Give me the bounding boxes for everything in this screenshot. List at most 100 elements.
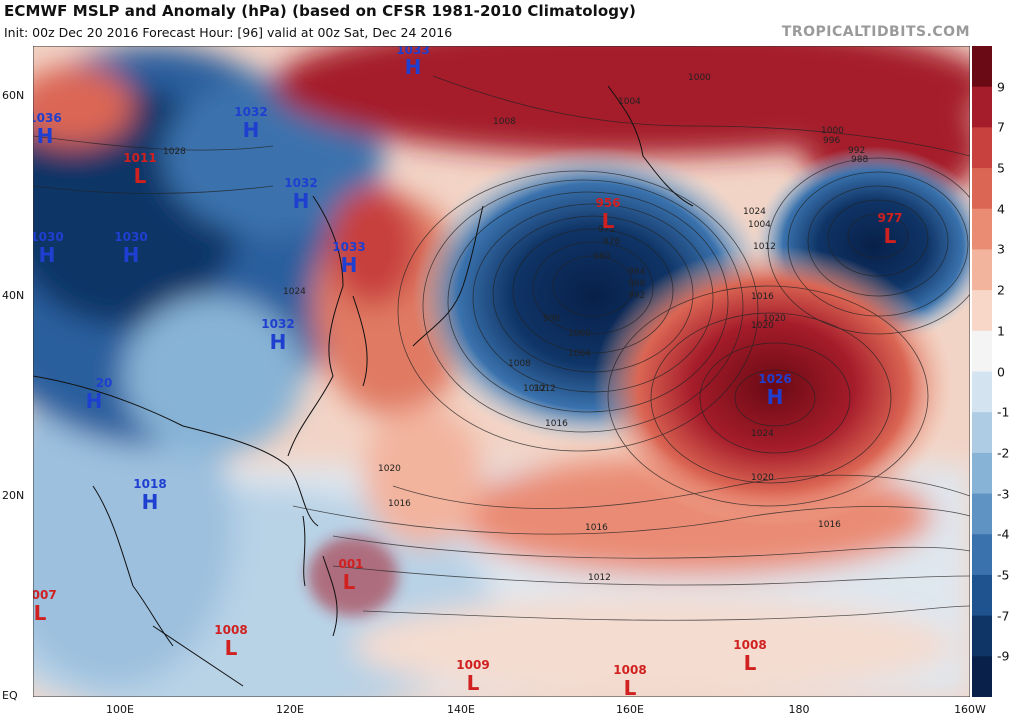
lat-label-20n: 20N — [2, 489, 25, 502]
isobar-label: 996 — [543, 314, 560, 324]
center-symbol: H — [341, 253, 358, 277]
center-value: 1030 — [114, 230, 147, 244]
colorbar-swatch — [972, 290, 992, 332]
colorbar — [972, 46, 992, 698]
colorbar-label: -2 — [997, 445, 1010, 461]
center-value: 977 — [877, 211, 902, 225]
isobar-label: 1016 — [751, 292, 774, 302]
isobar-label: 1004 — [748, 220, 771, 230]
center-value: 1026 — [758, 372, 791, 386]
lon-label-160w: 160W — [954, 703, 986, 716]
isobar-label: 996 — [823, 136, 840, 146]
center-symbol: H — [293, 189, 310, 213]
isobar-label: 980 — [593, 252, 610, 262]
center-symbol: L — [343, 570, 356, 594]
lat-label-60n: 60N — [2, 89, 25, 102]
center-value: 1011 — [123, 151, 156, 165]
colorbar-label: 7 — [997, 119, 1005, 135]
center-value: 1036 — [33, 111, 62, 125]
center-value: 1018 — [133, 477, 166, 491]
center-symbol: H — [37, 124, 54, 148]
colorbar-label: 9 — [997, 79, 1005, 95]
isobar-label: 1024 — [751, 429, 774, 439]
center-value: 1008 — [733, 638, 766, 652]
low-anomaly-philippines — [308, 536, 398, 616]
isobar-label: 1012 — [588, 573, 611, 583]
isobar-label: 1016 — [585, 523, 608, 533]
colorbar-label: 0 — [997, 364, 1005, 379]
center-value: 1008 — [214, 623, 247, 637]
colorbar-swatch — [972, 656, 992, 698]
isobar-label: 1016 — [545, 419, 568, 429]
lon-label-140e: 140E — [447, 703, 475, 716]
center-symbol: L — [225, 636, 238, 660]
isobar-label: 988 — [851, 155, 868, 165]
coastlines — [33, 85, 694, 687]
map-area[interactable]: 1028 1024 1020 1016 1012 1008 1004 1000 … — [33, 46, 970, 697]
center-symbol: H — [270, 330, 287, 354]
center-symbol: H — [142, 490, 159, 514]
isobar-label: 1008 — [508, 359, 531, 369]
colorbar-swatch — [972, 86, 992, 128]
isobar-label: 1024 — [743, 207, 766, 217]
isobar-label: 1008 — [493, 117, 516, 127]
colorbar-swatch — [972, 412, 992, 454]
isobars — [33, 75, 970, 621]
isobar-label: 1000 — [568, 329, 591, 339]
colorbar-label: -7 — [997, 608, 1010, 624]
isobar-label: 976 — [603, 237, 620, 247]
center-value: 20 — [96, 376, 113, 390]
colorbar-label: -3 — [997, 486, 1010, 502]
center-value: 1008 — [613, 663, 646, 677]
isobar-label: 988 — [628, 279, 645, 289]
isobar-label: 1024 — [283, 287, 306, 297]
colorbar-swatches — [972, 46, 992, 698]
colorbar-swatch — [972, 493, 992, 535]
isobar-label: 992 — [628, 291, 645, 301]
colorbar-swatch — [972, 452, 992, 495]
isobar-label: 992 — [848, 146, 865, 156]
isobar-label: 1004 — [618, 97, 641, 107]
center-symbol: L — [602, 209, 615, 233]
isobar-label: 1020 — [751, 473, 774, 483]
colorbar-swatch — [972, 330, 992, 372]
isobar-label: 1012 — [533, 384, 556, 394]
isobar-label: 972 — [598, 225, 615, 235]
isobar-label: 1000 — [821, 126, 844, 136]
lat-label-eq: EQ — [2, 689, 18, 702]
lat-label-40n: 40N — [2, 289, 25, 302]
center-symbol: L — [624, 676, 637, 697]
colorbar-swatch — [972, 46, 992, 88]
isobar-label: 1016 — [388, 499, 411, 509]
center-value: 1033 — [332, 240, 365, 254]
isobar-label: 1012 — [523, 384, 546, 394]
colorbar-swatch — [972, 249, 992, 291]
colorbar-swatch — [972, 371, 992, 413]
lon-label-160e: 160E — [616, 703, 644, 716]
center-value: 1030 — [33, 230, 64, 244]
pressure-centers: 1033 H 1036 H 1032 H 1011 L 1032 H 1030 … — [33, 46, 903, 697]
colorbar-label: 2 — [997, 282, 1005, 298]
map-canvas: 1028 1024 1020 1016 1012 1008 1004 1000 … — [33, 46, 970, 697]
center-value: 1007 — [33, 588, 57, 602]
map-title: ECMWF MSLP and Anomaly (hPa) (based on C… — [4, 2, 636, 20]
center-symbol: L — [744, 651, 757, 675]
center-symbol: L — [884, 224, 897, 248]
center-value: 1009 — [456, 658, 489, 672]
center-symbol: H — [39, 243, 56, 267]
center-symbol: H — [123, 243, 140, 267]
lon-label-120e: 120E — [276, 703, 304, 716]
isobar-labels: 1028 1024 1020 1016 1012 1008 1004 1000 … — [163, 73, 868, 583]
colorbar-swatch — [972, 534, 992, 576]
colorbar-label: -1 — [997, 404, 1010, 420]
center-symbol: L — [134, 164, 147, 188]
isobar-label: 1020 — [378, 464, 401, 474]
center-symbol: H — [86, 389, 103, 413]
map-subtitle: Init: 00z Dec 20 2016 Forecast Hour: [96… — [4, 25, 453, 40]
colorbar-label: 5 — [997, 160, 1005, 176]
isobar-label: 1000 — [688, 73, 711, 83]
colorbar-swatch — [972, 615, 992, 657]
colorbar-label: 3 — [997, 241, 1005, 257]
center-symbol: H — [243, 118, 260, 142]
center-symbol: L — [467, 671, 480, 695]
